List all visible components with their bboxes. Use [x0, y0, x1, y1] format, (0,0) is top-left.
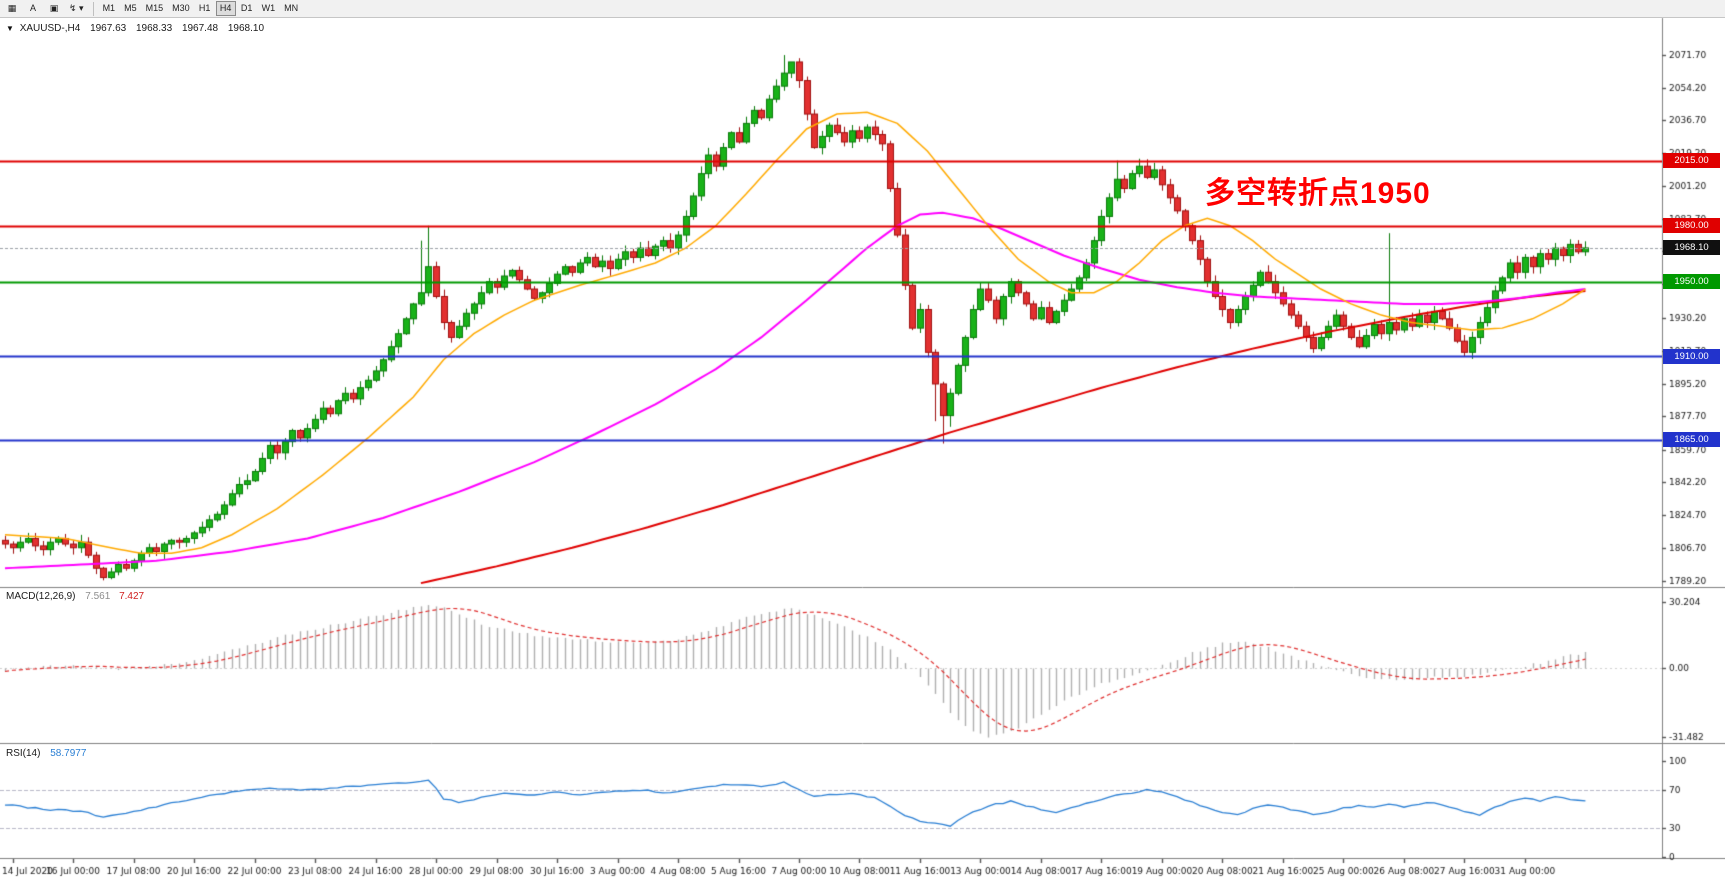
toolbar-icon-group: ▦ A ▣ ↯ ▾	[2, 1, 88, 16]
timeframe-button-mn[interactable]: MN	[280, 1, 302, 16]
timeframe-button-d1[interactable]: D1	[237, 1, 257, 16]
price-level-label-1980.00: 1980.00	[1663, 218, 1720, 234]
macd-signal-value: 7.427	[119, 591, 145, 602]
ohlc-low: 1967.48	[181, 23, 219, 34]
text-tool-button[interactable]: A	[23, 1, 43, 16]
price-level-label-2015.00: 2015.00	[1663, 153, 1720, 169]
macd-value: 7.561	[85, 591, 111, 602]
tick-chart-icon[interactable]: ▦	[2, 1, 22, 16]
object-box-icon[interactable]: ▣	[44, 1, 64, 16]
quick-draw-icon[interactable]: ↯ ▾	[65, 1, 88, 16]
chart-annotation-text: 多空转折点1950	[1205, 177, 1431, 210]
price-level-label-1910.00: 1910.00	[1663, 348, 1720, 364]
toolbar: ▦ A ▣ ↯ ▾ M1 M5 M15 M30 H1 H4 D1 W1 MN	[0, 0, 1725, 18]
timeframe-button-h4[interactable]: H4	[215, 1, 236, 16]
timeframe-button-h1[interactable]: H1	[195, 1, 215, 16]
macd-header: MACD(12,26,9) 7.561 7.427	[6, 591, 144, 602]
timeframe-button-m1[interactable]: M1	[99, 1, 120, 16]
timeframe-button-m15[interactable]: M15	[142, 1, 168, 16]
rsi-value: 58.7977	[50, 748, 87, 759]
ohlc-close: 1968.10	[227, 23, 265, 34]
ohlc-open: 1967.63	[90, 23, 127, 34]
price-level-label-1950.00: 1950.00	[1663, 274, 1720, 290]
symbol-timeframe-label: XAUUSD-,H4	[19, 23, 81, 34]
rsi-title: RSI(14)	[6, 748, 41, 759]
ohlc-high: 1968.33	[136, 23, 173, 34]
price-level-label-1865.00: 1865.00	[1663, 432, 1720, 448]
collapse-triangle-icon[interactable]: ▼	[6, 24, 14, 33]
macd-title: MACD(12,26,9)	[6, 591, 76, 602]
timeframe-button-w1[interactable]: W1	[258, 1, 280, 16]
chart-ohlc-header: ▼ XAUUSD-,H4 1967.63 1968.33 1967.48 196…	[6, 23, 264, 34]
rsi-header: RSI(14) 58.7977	[6, 748, 86, 759]
timeframe-button-m30[interactable]: M30	[168, 1, 194, 16]
toolbar-separator	[92, 1, 94, 16]
timeframe-button-m5[interactable]: M5	[120, 1, 141, 16]
timeframe-group: M1 M5 M15 M30 H1 H4 D1 W1 MN	[99, 1, 303, 16]
current-price-label: 1968.10	[1663, 240, 1720, 256]
